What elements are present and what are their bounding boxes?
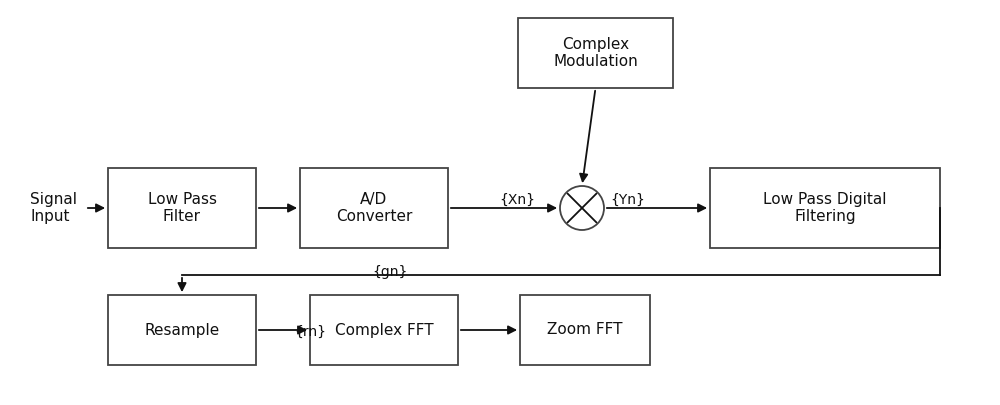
Text: {gn}: {gn} xyxy=(372,265,408,279)
Bar xyxy=(520,295,650,365)
Text: {rn}: {rn} xyxy=(294,325,326,339)
Bar xyxy=(108,295,256,365)
Text: Complex FFT: Complex FFT xyxy=(335,322,433,337)
Text: Low Pass
Filter: Low Pass Filter xyxy=(148,192,216,224)
Bar xyxy=(310,295,458,365)
Text: A/D
Converter: A/D Converter xyxy=(336,192,412,224)
Bar xyxy=(710,168,940,248)
Text: Low Pass Digital
Filtering: Low Pass Digital Filtering xyxy=(763,192,887,224)
Text: Zoom FFT: Zoom FFT xyxy=(547,322,623,337)
Bar xyxy=(300,168,448,248)
Text: {Xn}: {Xn} xyxy=(499,193,535,207)
Bar xyxy=(518,18,673,88)
Text: {Yn}: {Yn} xyxy=(610,193,645,207)
Bar xyxy=(108,168,256,248)
Text: Complex
Modulation: Complex Modulation xyxy=(553,37,638,69)
Text: Resample: Resample xyxy=(144,322,220,337)
Text: Signal
Input: Signal Input xyxy=(30,192,77,224)
Circle shape xyxy=(560,186,604,230)
